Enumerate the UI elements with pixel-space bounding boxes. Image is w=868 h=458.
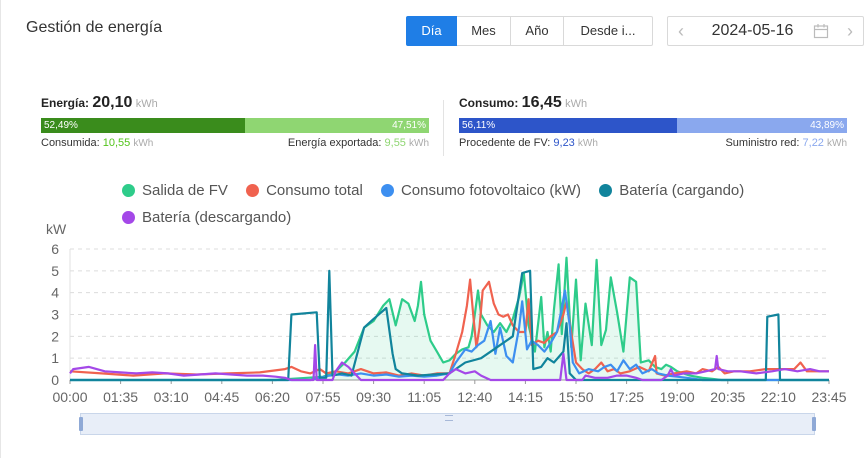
consumed-unit: kWh (133, 138, 154, 149)
consumed-share-bar: 52,49% (41, 118, 245, 133)
x-tick-label: 19:00 (660, 389, 695, 405)
series-line-0 (70, 256, 829, 382)
exported-info: Energía exportada: 9,55 kWh (288, 137, 429, 149)
pv-source-info: Procedente de FV: 9,23 kWh (459, 137, 598, 149)
panel-border (0, 0, 1, 458)
y-axis-unit-label: kW (46, 221, 67, 237)
pv-share-bar: 56,11% (459, 118, 677, 133)
y-tick-label: 2 (51, 328, 59, 344)
energy-value: 20,10 (92, 94, 133, 111)
consumption-split-bar: 56,11% 43,89% (459, 118, 847, 133)
x-tick-label: 23:45 (811, 389, 846, 405)
date-picker[interactable]: ‹ 2024-05-16 › (667, 16, 864, 46)
page-title: Gestión de energía (26, 19, 163, 36)
exported-share-bar: 47,51% (244, 118, 429, 133)
calendar-icon[interactable] (811, 23, 831, 39)
consumed-value: 10,55 (102, 137, 131, 149)
summary-divider (443, 100, 444, 156)
pv-source-label: Procedente de FV: (459, 137, 551, 149)
legend-label: Batería (descargando) (142, 209, 292, 226)
pv-source-value: 9,23 (553, 137, 575, 149)
grid-share-bar: 43,89% (676, 118, 847, 133)
exported-value: 9,55 (384, 137, 406, 149)
legend-label: Consumo total (266, 182, 363, 199)
consumed-label: Consumida: (41, 137, 100, 149)
energy-heading: Energía: 20,10 kWh (41, 94, 429, 114)
chevron-right-icon[interactable]: › (847, 20, 853, 41)
y-axis-ticks: 0 1 2 3 4 5 6 (51, 241, 59, 388)
energy-label: Energía: (41, 96, 90, 110)
legend-item-pv-output[interactable]: Salida de FV (122, 177, 228, 204)
consumption-label: Consumo: (459, 96, 519, 110)
x-tick-label: 14:15 (508, 389, 543, 405)
consumed-info: Consumida: 10,55 kWh (41, 137, 153, 149)
legend-label: Batería (cargando) (619, 182, 745, 199)
series-line-2 (70, 289, 829, 382)
slider-start-handle[interactable] (79, 417, 83, 431)
y-tick-label: 1 (51, 350, 59, 366)
grid-supply-value: 7,22 (802, 137, 824, 149)
legend-dot-icon (246, 184, 260, 197)
exported-label: Energía exportada: (287, 137, 382, 149)
x-tick-label: 20:35 (710, 389, 745, 405)
legend-item-battery-charging[interactable]: Batería (cargando) (599, 177, 744, 204)
grid-supply-info: Suministro red: 7,22 kWh (725, 137, 847, 149)
power-chart[interactable]: kW 0 1 2 3 4 5 6 00:00 01:35 03:10 04:45 06:20 07:5… (0, 210, 868, 410)
chevron-left-icon[interactable]: ‹ (678, 20, 684, 41)
consumption-summary: Consumo: 16,45 kWh 56,11% 43,89% Procede… (459, 94, 847, 149)
exported-unit: kWh (409, 138, 429, 149)
period-month-button[interactable]: Mes (457, 16, 511, 46)
legend-label: Consumo fotovoltaico (kW) (400, 182, 582, 199)
legend-item-total-consumption[interactable]: Consumo total (246, 177, 363, 204)
series-line-3 (70, 269, 829, 382)
pv-source-unit: kWh (577, 138, 598, 149)
period-day-button[interactable]: Día (406, 16, 457, 46)
x-tick-label: 04:45 (204, 389, 239, 405)
x-tick-label: 01:35 (103, 389, 138, 405)
legend-label: Salida de FV (142, 182, 228, 199)
legend-dot-icon (122, 184, 135, 197)
energy-summary: Energía: 20,10 kWh 52,49% 47,51% Consumi… (41, 94, 429, 149)
x-tick-label: 11:05 (407, 389, 441, 405)
period-year-button[interactable]: Año (511, 16, 564, 46)
period-since-install-button[interactable]: Desde i... (564, 16, 653, 46)
legend-item-pv-consumption[interactable]: Consumo fotovoltaico (kW) (380, 177, 582, 204)
energy-split-bar: 52,49% 47,51% (41, 118, 429, 133)
x-tick-label: 03:10 (154, 389, 189, 405)
x-tick-label: 22:10 (761, 389, 796, 405)
y-tick-label: 0 (51, 372, 59, 388)
slider-grip-icon[interactable] (445, 415, 453, 421)
zoom-slider[interactable] (79, 413, 816, 435)
series-line-4 (69, 344, 829, 382)
legend-dot-icon (380, 184, 394, 197)
x-tick-label: 00:00 (52, 389, 87, 405)
slider-end-handle[interactable] (812, 417, 816, 431)
energy-unit: kWh (135, 98, 158, 110)
x-tick-label: 17:25 (609, 389, 644, 405)
chart-legend: Salida de FV Consumo total Consumo fotov… (122, 177, 822, 231)
x-tick-label: 09:30 (356, 389, 391, 405)
x-axis-ticks: 00:00 01:35 03:10 04:45 06:20 07:55 09:30 11:05… (52, 380, 847, 405)
period-selector: Día Mes Año Desde i... (406, 16, 653, 46)
y-tick-label: 6 (51, 241, 59, 257)
chart-series (69, 256, 829, 382)
x-tick-label: 15:50 (558, 389, 593, 405)
legend-dot-icon (122, 211, 135, 224)
grid-supply-label: Suministro red: (725, 137, 800, 149)
legend-dot-icon (599, 184, 613, 197)
y-tick-label: 5 (51, 263, 59, 279)
legend-item-battery-discharging[interactable]: Batería (descargando) (122, 204, 291, 231)
x-tick-label: 12:40 (457, 389, 492, 405)
y-tick-label: 4 (51, 285, 59, 301)
consumption-heading: Consumo: 16,45 kWh (459, 94, 847, 114)
x-tick-label: 06:20 (255, 389, 290, 405)
y-tick-label: 3 (51, 307, 59, 323)
x-tick-label: 07:55 (305, 389, 340, 405)
consumption-value: 16,45 (521, 94, 562, 111)
grid-supply-unit: kWh (827, 138, 847, 149)
consumption-unit: kWh (565, 98, 588, 110)
date-value[interactable]: 2024-05-16 (711, 22, 794, 39)
